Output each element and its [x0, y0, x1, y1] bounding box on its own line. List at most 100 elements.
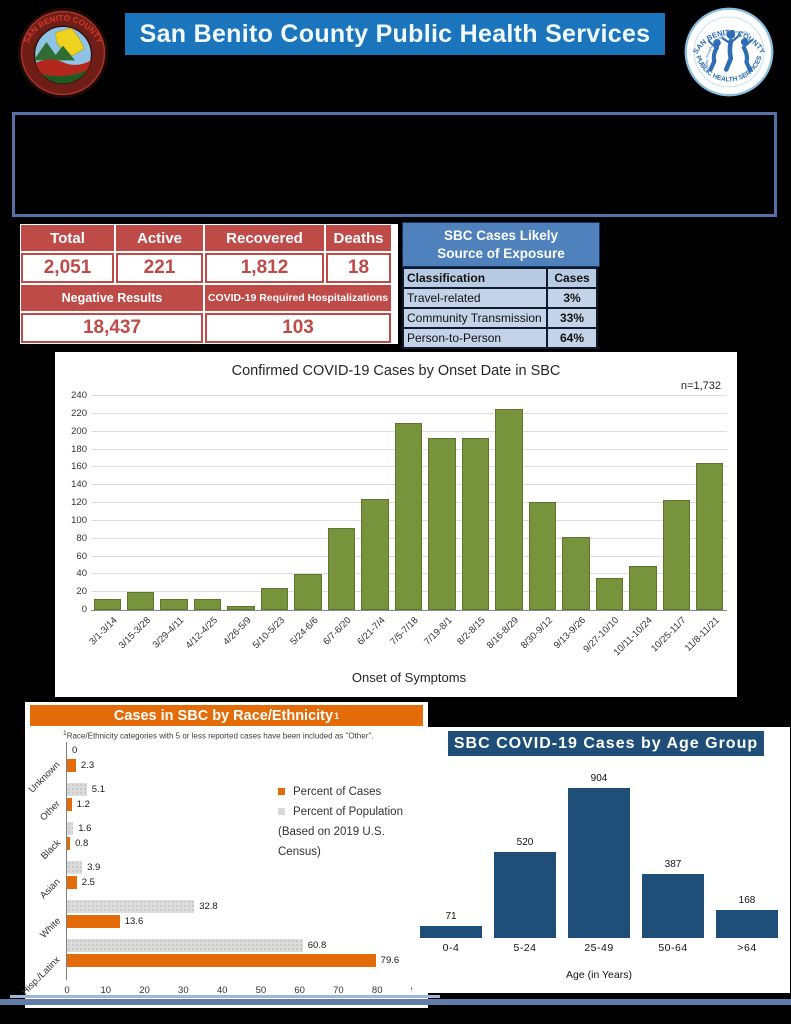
stats-value-cell: 221: [116, 253, 203, 283]
x-axis-tick: 8/30-9/12: [518, 615, 555, 652]
bar-8/16-8/29: [495, 409, 523, 610]
stats-secondary-value-cell: 103: [205, 313, 391, 343]
exposure-classification-cell: Community Transmission: [404, 307, 548, 328]
cases-bar-Asian: [67, 876, 77, 889]
population-value: 1.6: [78, 823, 92, 834]
bar-value: 168: [738, 895, 756, 907]
exposure-table-title: SBC Cases Likely Source of Exposure: [402, 222, 600, 268]
logo-figures-art: [707, 30, 754, 73]
bar-value: 71: [445, 911, 457, 923]
gridline: [91, 412, 727, 414]
footnote-text: Race/Ethnicity categories with 5 or less…: [66, 731, 374, 741]
y-axis-tick: 120: [71, 497, 87, 508]
x-axis-tick: 50: [255, 985, 267, 996]
x-axis-tick: 20: [139, 985, 150, 996]
population-value: 3.9: [87, 862, 101, 873]
race-chart-title-text: Cases in SBC by Race/Ethnicity: [113, 707, 334, 724]
category-label: Black: [38, 837, 63, 862]
bar-5/24-6/6: [294, 574, 322, 610]
y-axis-tick: 0: [81, 604, 87, 615]
x-axis-tick: 7/19-8/1: [421, 615, 455, 648]
bar-9/13-9/26: [562, 536, 590, 610]
cases-bar-Hisp./Latinx: [67, 954, 376, 967]
legend-item-cases: Percent of Cases: [278, 782, 428, 802]
x-axis-tick: 60: [294, 985, 305, 996]
x-axis-tick: 8/16-8/29: [485, 615, 522, 652]
bar-5-24: [494, 851, 556, 938]
y-axis-tick: 160: [71, 461, 87, 473]
x-axis-tick: 8/2-8/15: [455, 615, 488, 648]
population-legend-note: (Based on 2019 U.S. Census): [278, 826, 385, 859]
stats-value-cell: 18: [326, 253, 391, 283]
x-axis-tick: 3/1-3/14: [87, 615, 120, 648]
population-legend-swatch: [278, 808, 285, 816]
category-label: Unknown: [27, 759, 63, 796]
onset-chart-x-axis: 3/1-3/14 3/15-3/28 3/29-4/11 4/12-4/25 4/26-…: [87, 613, 727, 671]
bar->64: [716, 910, 778, 938]
category-label: Asian: [38, 876, 63, 902]
bar-3/1-3/14: [93, 599, 121, 610]
cases-legend-label: Percent of Cases: [293, 786, 382, 798]
population-bar-White: [67, 900, 195, 913]
x-axis-tick: 70: [333, 985, 344, 996]
exposure-cases-cell: 3%: [548, 287, 598, 308]
cases-value: 13.6: [124, 916, 144, 927]
x-axis-tick: 0: [64, 985, 70, 996]
exposure-col-cases: Cases: [548, 267, 598, 288]
stats-secondary-header-cell: Negative Results: [21, 285, 203, 311]
race-chart-plot: 0 2.3 Unknown 5.1 1.2 Other 1.6 0.8 Black 3.9 2.5 A…: [20, 742, 421, 997]
y-axis-tick: 240: [71, 390, 87, 401]
onset-chart-panel: Confirmed COVID-19 Cases by Onset Date i…: [55, 352, 737, 697]
page-title: San Benito County Public Health Services: [125, 13, 665, 55]
bar-value: 904: [590, 773, 608, 784]
bar-25-49: [568, 788, 630, 938]
x-axis-tick: >64: [737, 942, 757, 954]
public-health-logo: SAN BENITO COUNTY PUBLIC HEALTH SERVICES…: [684, 7, 774, 97]
case-stats-table: Total Active Recovered Deaths 2,051 221 1,812 1…: [20, 224, 398, 344]
x-axis-tick: 50-64: [658, 942, 688, 954]
race-chart-title: Cases in SBC by Race/Ethnicity 1: [30, 705, 423, 726]
cases-bar-Other: [67, 798, 72, 811]
stats-header-cell: Deaths: [326, 225, 391, 251]
x-axis-tick: 25-49: [584, 942, 614, 954]
race-chart-legend: Percent of Cases Percent of Population (…: [278, 782, 428, 863]
x-axis-tick: 10/25-11/7: [649, 615, 689, 655]
bottom-divider: [0, 999, 791, 1005]
bar-6/7-6/20: [327, 527, 356, 610]
age-chart-title: SBC COVID-19 Cases by Age Group: [448, 731, 764, 756]
x-axis-tick: 6/7-6/20: [321, 615, 354, 648]
redacted-info-box: [12, 112, 777, 217]
x-axis-tick: 11/8-11/21: [683, 615, 723, 654]
bar-5/10-5/23: [260, 587, 289, 610]
stats-secondary-header-cell: COVID-19 Required Hospitalizations: [205, 285, 391, 311]
onset-chart-plot: 0 20 40 60 80 100 120 140 160 180 200 220 240: [71, 390, 727, 615]
x-axis-tick: 5/10-5/23: [250, 615, 287, 652]
stats-header-cell: Active: [116, 225, 203, 251]
x-axis-tick: 3/15-3/28: [116, 615, 153, 652]
y-axis-tick: 60: [76, 550, 87, 562]
population-legend-label: Percent of Population: [293, 806, 403, 819]
race-chart-footnote: 1Race/Ethnicity categories with 5 or les…: [63, 730, 424, 741]
exposure-table-body: Classification Cases Travel-related 3% Com…: [402, 267, 600, 350]
bar-3/29-4/11: [160, 599, 188, 610]
cases-bar-Unknown: [67, 759, 76, 772]
exposure-table: SBC Cases Likely Source of Exposure Clas…: [402, 222, 600, 350]
y-axis-tick: 180: [71, 443, 87, 455]
exposure-cases-cell: 64%: [548, 327, 598, 348]
x-axis-tick: 10: [100, 985, 112, 996]
cases-value: 0.8: [75, 838, 89, 849]
stats-value-cell: 2,051: [21, 253, 114, 283]
population-value: 60.8: [307, 940, 327, 951]
bar-3/15-3/28: [126, 592, 155, 610]
y-axis-tick: 200: [71, 425, 87, 437]
population-value: 32.8: [199, 901, 218, 912]
race-chart-title-superscript: 1: [334, 710, 340, 721]
onset-chart-x-axis-title: Onset of Symptoms: [351, 670, 467, 685]
x-axis-tick: 30: [178, 985, 189, 996]
cases-value: 2.5: [81, 877, 95, 888]
cases-value: 79.6: [380, 955, 400, 966]
stats-value-cell: 1,812: [205, 253, 324, 283]
race-ethnicity-chart-panel: Cases in SBC by Race/Ethnicity 1 1Race/Et…: [20, 702, 428, 1008]
x-axis-tick: 6/21-7/4: [354, 615, 388, 648]
